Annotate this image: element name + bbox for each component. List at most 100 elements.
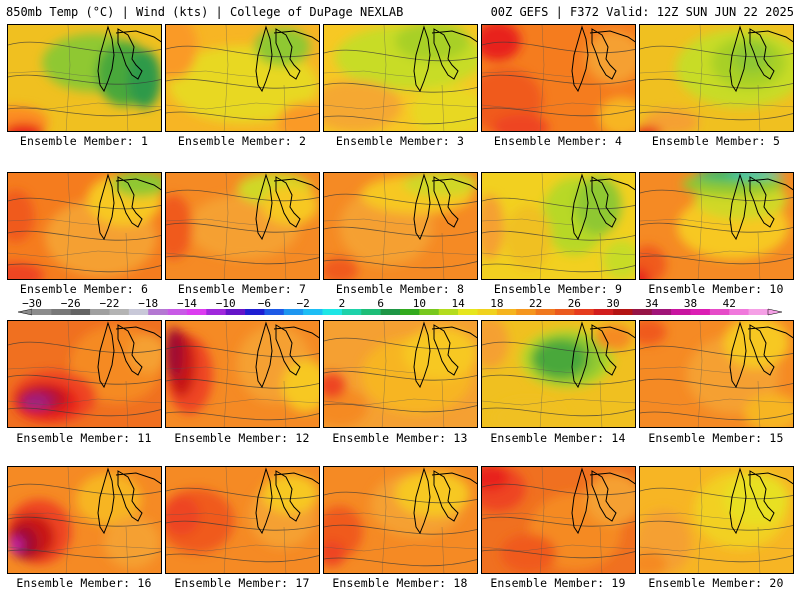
temperature-field-map <box>166 25 319 131</box>
state-borders <box>640 321 793 427</box>
ensemble-map-panel <box>323 466 478 574</box>
height-contour <box>640 222 793 233</box>
colorbar-segment <box>303 309 323 315</box>
temperature-region <box>403 327 477 380</box>
ensemble-member-label: Ensemble Member: 12 <box>174 431 310 445</box>
ensemble-member-label: Ensemble Member: 16 <box>16 576 152 590</box>
colorbar-tick-label: −26 <box>60 297 81 310</box>
colorbar-max-arrow <box>767 308 783 316</box>
ensemble-map-panel <box>7 24 162 132</box>
colorbar-segment <box>613 309 633 315</box>
ensemble-member-label: Ensemble Member: 19 <box>490 576 626 590</box>
colorbar-tick-label: 26 <box>567 297 581 310</box>
ensemble-map-panel <box>165 172 320 280</box>
colorbar-segment <box>748 309 769 315</box>
temperature-region <box>723 473 789 526</box>
temperature-region <box>733 41 771 74</box>
temperature-region <box>585 473 635 526</box>
ensemble-map-panel <box>481 172 636 280</box>
colorbar-tick-label: −14 <box>177 297 197 310</box>
ensemble-member-label: Ensemble Member: 2 <box>177 134 307 148</box>
temperature-region <box>8 536 24 553</box>
temperature-field-map <box>640 467 793 573</box>
temperature-region <box>500 533 557 573</box>
temperature-region <box>166 194 193 260</box>
temperature-region <box>111 173 161 197</box>
temperature-region <box>166 327 184 380</box>
height-contour <box>482 230 635 241</box>
height-contour <box>482 107 635 117</box>
temperature-region <box>531 339 588 379</box>
colorbar-tick-label: 14 <box>451 297 465 310</box>
height-contour <box>166 411 319 421</box>
great-lakes-outline <box>255 173 319 241</box>
colorbar-segment <box>167 309 188 315</box>
temperature-field-map <box>324 173 477 279</box>
temperature-region <box>505 205 552 271</box>
height-contour <box>482 74 635 85</box>
ensemble-member-label: Ensemble Member: 6 <box>19 282 149 296</box>
temperature-region <box>128 333 161 373</box>
temperature-field-map <box>640 25 793 131</box>
great-lakes-outline <box>97 25 161 93</box>
great-lakes-outline <box>255 321 319 389</box>
great-lakes-outline <box>255 467 319 535</box>
height-contour <box>482 549 635 559</box>
ensemble-member-label: Ensemble Member: 17 <box>174 576 310 590</box>
state-borders <box>8 321 161 427</box>
colorbar-segment <box>516 309 536 315</box>
state-borders <box>8 173 161 279</box>
height-contour <box>8 197 161 210</box>
ensemble-member-label: Ensemble Member: 10 <box>648 282 784 296</box>
state-borders <box>166 25 319 131</box>
ensemble-map-panel <box>165 466 320 574</box>
colorbar-segment <box>651 309 672 315</box>
state-borders <box>640 25 793 131</box>
ensemble-member-label: Ensemble Member: 7 <box>177 282 307 296</box>
height-contour <box>324 337 477 350</box>
height-contour <box>482 263 635 273</box>
colorbar-segment <box>361 309 381 315</box>
temperature-region <box>482 194 504 260</box>
height-contour <box>8 341 161 354</box>
run-info: 00Z GEFS | F372 Valid: 12Z SUN JUN 22 20… <box>490 5 794 19</box>
colorbar-segment <box>283 309 304 315</box>
ensemble-member-label: Ensemble Member: 5 <box>651 134 781 148</box>
colorbar-segment <box>632 309 653 315</box>
ensemble-map-panel <box>323 320 478 428</box>
temperature-region <box>166 496 201 536</box>
temperature-region <box>482 25 521 61</box>
great-lakes-outline <box>729 467 793 535</box>
great-lakes-outline <box>413 173 477 241</box>
ensemble-map-panel <box>481 466 636 574</box>
great-lakes-outline <box>97 173 161 241</box>
state-borders <box>324 321 477 427</box>
great-lakes-outline <box>571 25 635 93</box>
height-contour <box>166 520 319 531</box>
temperature-region <box>640 126 662 131</box>
temperature-field-map <box>482 467 635 573</box>
state-borders <box>640 173 793 279</box>
height-contour <box>8 41 161 54</box>
temperature-region <box>482 467 509 491</box>
height-contour <box>324 491 477 504</box>
height-contour <box>8 263 161 273</box>
colorbar-segment <box>109 309 130 315</box>
colorbar-segment <box>419 309 440 315</box>
temperature-region <box>76 473 142 526</box>
colorbar-segment <box>380 309 401 315</box>
colorbar-tick-label: 18 <box>490 297 504 310</box>
temperature-field-map <box>166 173 319 279</box>
height-contour <box>640 189 793 202</box>
height-contour <box>640 45 793 58</box>
temperature-region <box>324 540 346 567</box>
temperature-region <box>640 268 650 279</box>
colorbar-segment <box>671 309 691 315</box>
colorbar-tick-label: −22 <box>99 297 120 310</box>
temperature-region <box>598 97 635 131</box>
ensemble-member-label: Ensemble Member: 20 <box>648 576 784 590</box>
great-lakes-outline <box>413 321 477 389</box>
temperature-colorbar <box>17 308 783 316</box>
state-borders <box>482 173 635 279</box>
great-lakes-outline <box>571 467 635 535</box>
